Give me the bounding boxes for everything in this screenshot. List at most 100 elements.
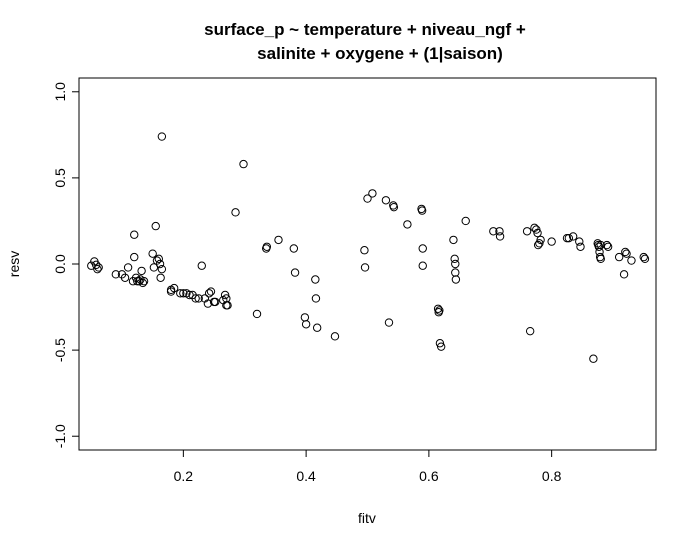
data-point — [211, 297, 220, 307]
data-point — [536, 235, 545, 245]
data-point — [547, 237, 556, 246]
data-point — [137, 266, 146, 276]
data-point — [151, 221, 160, 231]
data-point — [451, 275, 461, 284]
data-point — [120, 273, 130, 282]
data-point — [564, 233, 574, 243]
data-point — [418, 244, 427, 253]
data-point — [330, 332, 340, 341]
chart-title-line-1: surface_p ~ temperature + niveau_ngf + — [204, 20, 526, 39]
data-point — [433, 304, 443, 313]
data-point — [301, 320, 311, 329]
data-point — [451, 259, 460, 269]
data-point — [451, 268, 460, 277]
data-point — [239, 159, 248, 169]
data-point — [93, 264, 102, 274]
data-point — [197, 261, 206, 270]
data-point — [363, 194, 372, 203]
data-point — [169, 283, 179, 293]
data-point — [461, 216, 470, 226]
data-point — [418, 261, 427, 270]
data-point — [533, 240, 543, 250]
x-tick-label: 0.4 — [296, 468, 316, 484]
data-point — [639, 252, 648, 262]
data-point — [139, 277, 149, 286]
data-point — [123, 263, 133, 272]
data-point — [381, 196, 391, 205]
data-point — [220, 290, 230, 300]
data-point — [300, 313, 310, 322]
y-tick-label: -1.0 — [52, 424, 68, 448]
data-point — [622, 249, 631, 258]
data-point — [191, 294, 200, 303]
x-tick-label: 0.8 — [542, 468, 562, 484]
data-point — [495, 232, 505, 241]
data-point — [449, 235, 458, 245]
data-point — [252, 309, 262, 319]
data-point — [522, 227, 532, 236]
data-point — [384, 318, 394, 327]
plot-frame — [78, 77, 657, 451]
data-point — [575, 237, 584, 246]
data-point — [403, 220, 412, 229]
data-point — [589, 354, 598, 363]
x-tick-label: 0.6 — [419, 468, 439, 484]
data-point — [436, 342, 446, 351]
data-point — [274, 235, 283, 245]
data-point — [360, 246, 369, 255]
y-tick-label: 0.0 — [52, 254, 68, 274]
data-point — [262, 242, 272, 251]
data-point — [157, 264, 167, 274]
data-point — [111, 270, 121, 279]
data-point — [619, 270, 629, 279]
data-point — [311, 275, 320, 284]
data-point — [568, 232, 578, 241]
data-point — [312, 323, 322, 332]
data-point — [389, 202, 399, 212]
data-point — [435, 339, 445, 348]
data-point — [156, 273, 165, 282]
data-point — [576, 242, 585, 251]
data-point — [594, 242, 604, 251]
data-point — [535, 239, 544, 248]
data-point — [435, 306, 444, 315]
y-tick-label: -0.5 — [52, 338, 68, 362]
data-point — [533, 228, 542, 238]
data-point — [290, 268, 300, 277]
data-point — [222, 294, 231, 303]
data-point — [185, 290, 194, 300]
data-point — [231, 208, 240, 217]
data-point — [148, 249, 157, 258]
data-point — [157, 132, 167, 141]
data-point — [614, 252, 624, 262]
data-point — [94, 263, 103, 272]
data-point — [627, 256, 636, 265]
data-point — [368, 189, 377, 198]
data-point — [596, 254, 605, 264]
data-point — [176, 289, 185, 298]
data-point — [525, 326, 535, 336]
data-point — [311, 294, 321, 303]
data-point — [91, 260, 101, 270]
data-point — [130, 230, 139, 239]
y-tick-label: 1.0 — [52, 82, 68, 102]
data-point — [138, 278, 148, 288]
data-point — [194, 294, 203, 303]
data-point — [602, 240, 612, 250]
y-axis: -1.0 -0.5 0.0 0.5 1.0 — [52, 82, 80, 448]
data-point — [154, 254, 163, 264]
y-tick-label: 0.5 — [52, 168, 68, 188]
data-point — [204, 289, 214, 298]
data-point — [155, 259, 165, 269]
data-point — [532, 225, 541, 234]
x-axis-label: fitv — [358, 510, 376, 526]
data-point — [360, 263, 370, 272]
y-axis-label: resv — [6, 251, 22, 277]
data-point — [489, 227, 498, 236]
data-points — [87, 132, 650, 363]
data-point — [450, 254, 459, 264]
x-axis: 0.2 0.4 0.6 0.8 — [174, 449, 562, 484]
data-point — [640, 254, 650, 264]
data-point — [603, 242, 613, 251]
